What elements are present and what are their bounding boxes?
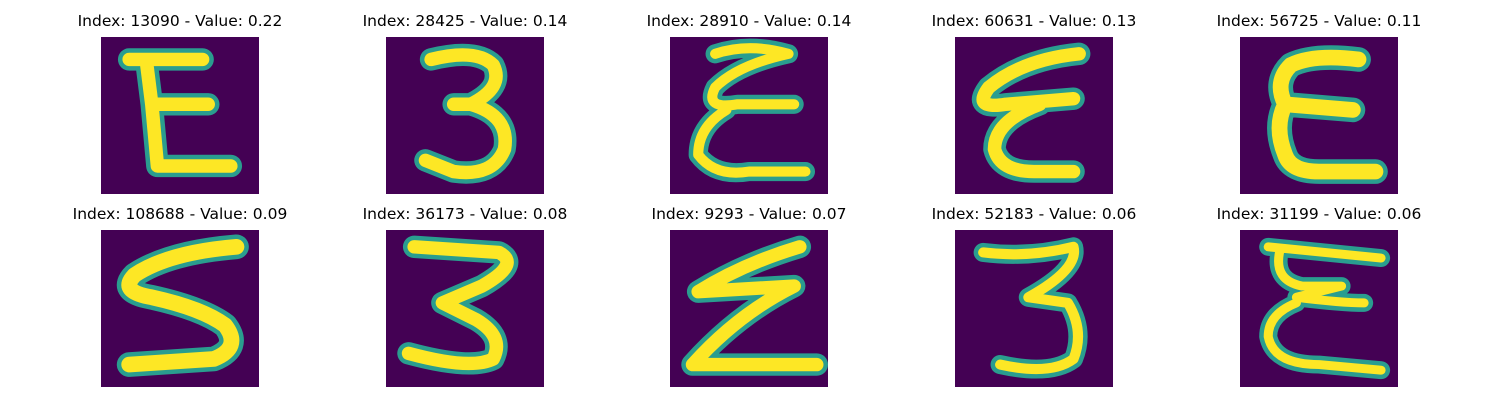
panel-title: Index: 9293 - Value: 0.07 (651, 205, 847, 223)
three-tall-icon (973, 237, 1088, 379)
panel-title: Index: 28425 - Value: 0.14 (362, 12, 568, 30)
panel-title: Index: 52183 - Value: 0.06 (931, 205, 1137, 223)
panel-9: Index: 52183 - Value: 0.06 (894, 202, 1174, 387)
E-slanted-icon (972, 42, 1091, 183)
E-block-icon (117, 48, 243, 178)
panel-2: Index: 28425 - Value: 0.14 (325, 9, 605, 194)
digit-image (1240, 37, 1398, 194)
panel-1: Index: 13090 - Value: 0.22 (40, 9, 320, 194)
panel-title: Index: 31199 - Value: 0.06 (1216, 205, 1422, 223)
E-cursive-icon (688, 38, 816, 183)
three-wide-icon (397, 235, 519, 375)
panel-4: Index: 60631 - Value: 0.13 (894, 9, 1174, 194)
panel-5: Index: 56725 - Value: 0.11 (1179, 9, 1459, 194)
digit-image (101, 230, 259, 387)
digit-image (670, 37, 828, 194)
S-icon (116, 234, 249, 377)
Z-icon (681, 235, 828, 376)
E-rounded-icon (1267, 45, 1388, 184)
digit-image (670, 230, 828, 387)
panel-7: Index: 36173 - Value: 0.08 (325, 202, 605, 387)
panel-title: Index: 36173 - Value: 0.08 (362, 205, 568, 223)
panel-6: Index: 108688 - Value: 0.09 (40, 202, 320, 387)
panel-title: Index: 108688 - Value: 0.09 (72, 205, 288, 223)
digit-image (1240, 230, 1398, 387)
digit-image (955, 37, 1113, 194)
panel-3: Index: 28910 - Value: 0.14 (609, 9, 889, 194)
three-icon (414, 43, 517, 184)
panel-10: Index: 31199 - Value: 0.06 (1179, 202, 1459, 387)
digit-image (955, 230, 1113, 387)
panel-8: Index: 9293 - Value: 0.07 (609, 202, 889, 387)
panel-title: Index: 28910 - Value: 0.14 (646, 12, 852, 30)
digit-image (101, 37, 259, 194)
digit-image (386, 230, 544, 387)
digit-image (386, 37, 544, 194)
panel-title: Index: 13090 - Value: 0.22 (77, 12, 283, 30)
panel-title: Index: 56725 - Value: 0.11 (1216, 12, 1422, 30)
E-thin-icon (1259, 237, 1391, 380)
panel-title: Index: 60631 - Value: 0.13 (931, 12, 1137, 30)
